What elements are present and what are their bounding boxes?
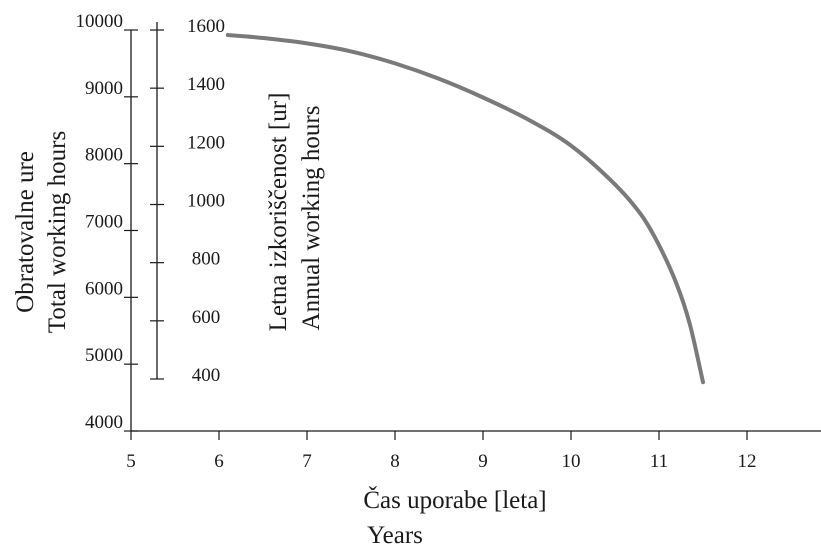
y-axis-annual-title-line1: Letna izkoriščenost [ur]: [265, 93, 292, 332]
x-tick-label: 6: [214, 451, 224, 472]
y-axis-total-title-line1: Obratovalne ure: [12, 151, 39, 313]
y-axis-total-title-line2: Total working hours: [44, 131, 71, 333]
y-annual-tick-label: 1600: [187, 16, 225, 37]
y-total-tick-label: 8000: [85, 145, 123, 166]
y-annual-tick-label: 1000: [187, 191, 225, 212]
y-total-tick-label: 5000: [85, 345, 123, 366]
x-tick-label: 7: [302, 451, 312, 472]
y-annual-tick-label: 400: [192, 365, 221, 386]
x-tick-label: 10: [562, 451, 581, 472]
y-total-tick-label: 6000: [85, 278, 123, 299]
x-tick-label: 5: [126, 451, 136, 472]
y-annual-tick-label: 800: [192, 249, 221, 270]
y-annual-tick-label: 600: [192, 307, 221, 328]
ticks-layer: 5 6 7 8 9 10 11 12 4000 5000 6000 7000 8000 9000 10000…: [76, 11, 757, 472]
axes-layer: [130, 22, 821, 432]
x-tick-label: 8: [390, 451, 400, 472]
x-tick-label: 12: [738, 451, 757, 472]
series-line: [225, 33, 705, 385]
x-tick-label: 11: [650, 451, 668, 472]
y-axis-annual-title-line2: Annual working hours: [298, 106, 325, 331]
y-annual-tick-label: 1400: [187, 74, 225, 95]
y-total-tick-label: 10000: [76, 11, 124, 32]
y-total-tick-label: 9000: [85, 78, 123, 99]
x-tick-label: 9: [478, 451, 488, 472]
y-total-tick-label: 7000: [85, 212, 123, 233]
series-layer: [225, 33, 705, 385]
y-total-tick-label: 4000: [85, 412, 123, 433]
x-axis-title-line1: Čas uporabe [leta]: [363, 486, 546, 514]
y-annual-tick-label: 1200: [187, 132, 225, 153]
x-axis-title-line2: Years: [367, 522, 423, 546]
